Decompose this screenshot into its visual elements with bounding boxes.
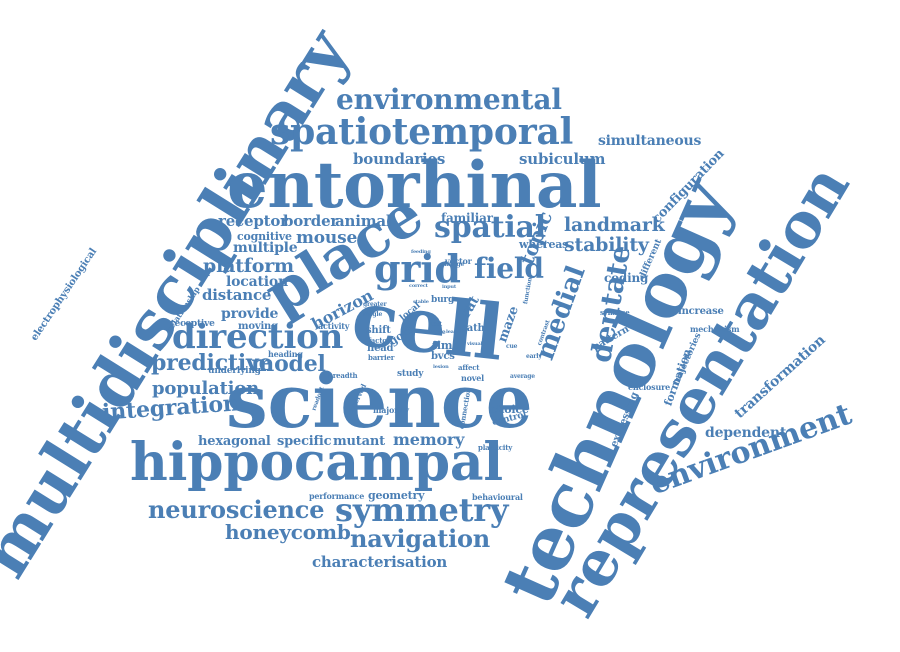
word-affect: affect — [458, 363, 480, 372]
word-model: model — [251, 351, 326, 377]
word-cognitive: cognitive — [237, 230, 292, 243]
word-border: border — [283, 212, 339, 230]
word-symmetry: symmetry — [335, 491, 509, 529]
word-location: location — [226, 274, 288, 290]
word-activity: activity — [318, 321, 350, 331]
word-multiple: multiple — [233, 240, 298, 256]
word-spatial: spatial — [434, 210, 546, 245]
word-mouse: mouse — [296, 228, 358, 248]
word-electrophysiological: electrophysiological — [29, 246, 100, 343]
word-dependent: dependent — [705, 425, 787, 441]
word-visual: visual — [467, 341, 483, 347]
word-test: test — [430, 321, 442, 328]
word-factor: factor — [368, 336, 391, 345]
word-novel: novel — [461, 373, 484, 383]
word-hexagonal: hexagonal — [198, 434, 271, 449]
word-whereas: whereas — [519, 238, 569, 251]
word-specific: specific — [277, 434, 332, 449]
word-behavioural: behavioural — [472, 492, 523, 502]
word-animal: animal — [335, 212, 392, 230]
word-increase: increase — [678, 306, 724, 317]
word-memory: memory — [393, 430, 465, 449]
word-spatiotemporal: spatiotemporal — [270, 111, 574, 153]
word-change: change — [441, 261, 465, 268]
word-input: input — [442, 284, 456, 290]
word-burg: burg — [431, 295, 455, 305]
word-heading: heading — [268, 349, 303, 359]
word-correct: correct — [409, 283, 428, 289]
word-mutant: mutant — [333, 434, 385, 449]
word-study: study — [397, 369, 424, 379]
word-breadth: breadth — [328, 371, 358, 380]
word-predictive: predictive — [151, 350, 273, 376]
word-geometry: geometry — [368, 489, 425, 502]
word-characterisation: characterisation — [312, 553, 448, 571]
word-shift: shift — [366, 325, 391, 336]
word-field: field — [474, 252, 544, 285]
word-boundaries: boundaries — [353, 150, 446, 168]
word-stable: stable — [413, 299, 429, 305]
word-distance: distance — [202, 286, 272, 304]
word-entorhinal: entorhinal — [227, 148, 602, 223]
word-lesion: lesion — [433, 364, 449, 370]
word-hippocampal: hippocampal — [130, 432, 503, 493]
word-direction: direction — [172, 317, 344, 357]
word-learn: learn — [446, 329, 460, 335]
word-more: more — [429, 329, 446, 336]
word-majority: majority — [373, 405, 409, 415]
word-cue: cue — [506, 343, 518, 350]
word-grid: grid — [374, 246, 461, 291]
word-honeycomb: honeycomb — [225, 520, 351, 544]
word-receptive: receptive — [170, 319, 215, 329]
word-subiculum: subiculum — [519, 150, 606, 168]
word-navigation: navigation — [350, 524, 491, 553]
word-time: time — [432, 339, 460, 352]
word-receptor: receptor — [218, 212, 288, 230]
word-provide: provide — [221, 306, 279, 322]
word-barrier: barrier — [368, 353, 395, 362]
word-vector: vector — [445, 256, 472, 266]
word-stability: stability — [564, 234, 649, 256]
word-head: head — [367, 343, 394, 354]
word-coding: coding — [604, 271, 649, 285]
word-landmark: landmark — [564, 214, 665, 236]
word-path: path — [460, 323, 485, 334]
word-enclosure: enclosure — [628, 382, 670, 392]
word-population: population — [152, 378, 260, 399]
word-plasticity: plasticity — [478, 443, 513, 452]
word-average: average — [510, 373, 535, 380]
word-simultaneous: simultaneous — [598, 133, 702, 149]
word-science: science — [226, 359, 533, 445]
word-moving: moving — [238, 321, 278, 332]
word-synapse: synapse — [600, 308, 630, 317]
word-performance: performance — [309, 491, 365, 501]
word-mechanism: mechanism — [690, 324, 740, 334]
word-bvcs: bvcs — [431, 351, 455, 362]
word-underlying: underlying — [208, 366, 261, 376]
word-neuroscience: neuroscience — [148, 495, 325, 524]
word-feeding: feeding — [411, 249, 431, 255]
word-familiar: familiar — [441, 211, 493, 225]
word-single: single — [363, 311, 383, 318]
word-choice: choice — [490, 403, 529, 416]
word-early: early — [526, 353, 542, 360]
word-environmental: environmental — [336, 83, 562, 116]
word-platform: platform — [203, 255, 294, 277]
word-greater: greater — [363, 301, 387, 308]
